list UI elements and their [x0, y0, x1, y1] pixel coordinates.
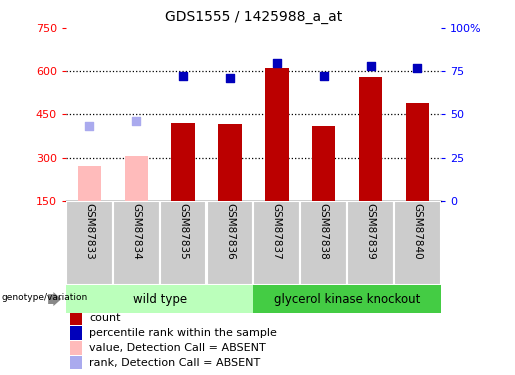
FancyArrow shape [48, 292, 61, 306]
Point [319, 74, 328, 80]
Text: GSM87838: GSM87838 [319, 203, 329, 260]
Text: value, Detection Call = ABSENT: value, Detection Call = ABSENT [89, 343, 266, 353]
Bar [359, 77, 382, 201]
Bar [347, 201, 394, 285]
Text: GSM87839: GSM87839 [366, 203, 375, 260]
Bar [312, 126, 335, 201]
Bar [113, 201, 160, 285]
Text: GSM87835: GSM87835 [178, 203, 188, 260]
Bar [125, 156, 148, 201]
Point [132, 118, 140, 124]
Text: wild type: wild type [132, 292, 187, 306]
Bar [70, 356, 82, 369]
Bar [253, 285, 441, 313]
Bar [394, 201, 441, 285]
Bar [70, 326, 82, 340]
Bar [265, 68, 288, 201]
Text: rank, Detection Call = ABSENT: rank, Detection Call = ABSENT [89, 358, 261, 368]
Bar [70, 341, 82, 355]
Bar [406, 103, 429, 201]
Bar [66, 285, 253, 313]
Point [179, 74, 187, 80]
Title: GDS1555 / 1425988_a_at: GDS1555 / 1425988_a_at [165, 10, 342, 24]
Point [85, 123, 94, 129]
Bar [253, 201, 300, 285]
Text: GSM87840: GSM87840 [413, 203, 422, 260]
Text: GSM87834: GSM87834 [131, 203, 141, 260]
Bar [66, 201, 113, 285]
Point [272, 60, 281, 66]
Bar [171, 123, 195, 201]
Point [366, 63, 374, 69]
Bar [160, 201, 207, 285]
Point [413, 65, 421, 71]
Bar [70, 311, 82, 325]
Bar [78, 166, 101, 201]
Text: percentile rank within the sample: percentile rank within the sample [89, 328, 277, 338]
Point [226, 75, 234, 81]
Text: genotype/variation: genotype/variation [2, 293, 88, 302]
Bar [207, 201, 253, 285]
Text: GSM87836: GSM87836 [225, 203, 235, 260]
Text: glycerol kinase knockout: glycerol kinase knockout [274, 292, 420, 306]
Text: count: count [89, 313, 121, 323]
Bar [300, 201, 347, 285]
Text: GSM87837: GSM87837 [272, 203, 282, 260]
Text: GSM87833: GSM87833 [84, 203, 94, 260]
Bar [218, 124, 242, 201]
